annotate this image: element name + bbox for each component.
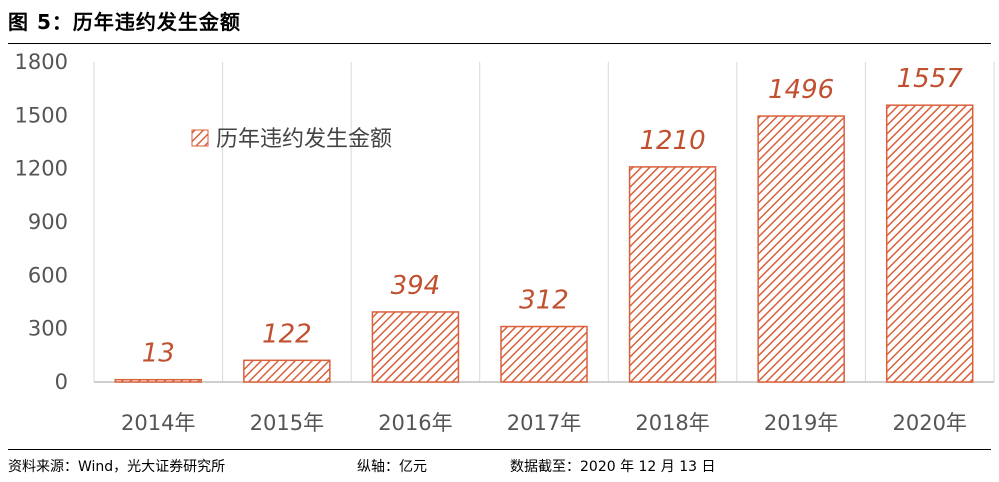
x-tick-label: 2019年	[764, 411, 838, 435]
x-tick-label: 2014年	[121, 411, 195, 435]
y-tick-label: 600	[28, 263, 68, 287]
top-rule	[8, 43, 991, 44]
data-label: 1496	[768, 75, 834, 105]
legend: 历年违约发生金额	[191, 127, 392, 152]
data-label: 13	[142, 339, 175, 369]
data-label: 1210	[639, 126, 705, 156]
data-labels: 13 122 394 312 1210 1496 1557	[142, 64, 964, 368]
x-tick-label: 2016年	[378, 411, 452, 435]
data-label: 394	[391, 271, 441, 301]
y-axis-ticks: 0 300 600 900 1200 1500 1800	[15, 50, 68, 394]
bar	[114, 378, 203, 383]
x-tick-label: 2020年	[892, 411, 966, 435]
bar	[885, 104, 974, 383]
bar	[371, 311, 460, 383]
y-tick-label: 1500	[15, 103, 68, 127]
bars	[114, 104, 974, 383]
figure-title: 图 5：历年违约发生金额	[8, 10, 241, 34]
bar	[757, 115, 845, 383]
bottom-rule	[8, 449, 991, 450]
x-tick-label: 2018年	[635, 411, 709, 435]
data-label: 122	[262, 319, 312, 349]
axis-unit-note: 纵轴：亿元	[357, 459, 427, 475]
x-tick-label: 2017年	[507, 411, 581, 435]
legend-swatch	[191, 129, 209, 147]
y-tick-label: 1800	[15, 50, 68, 74]
data-date-note: 数据截至：2020 年 12 月 13 日	[510, 459, 716, 475]
bar-chart: 13 122 394 312 1210 1496 1557 0 300 600 900 1200 15…	[15, 50, 995, 435]
y-tick-label: 0	[55, 370, 68, 394]
y-tick-label: 900	[28, 210, 68, 234]
x-axis-ticks: 2014年 2015年 2016年 2017年 2018年 2019年 2020年	[121, 411, 967, 435]
x-tick-label: 2015年	[250, 411, 324, 435]
y-tick-label: 1200	[15, 157, 68, 181]
data-label: 312	[519, 286, 569, 316]
bar	[500, 325, 588, 383]
bar	[243, 359, 331, 383]
y-tick-label: 300	[28, 317, 68, 341]
source-note: 资料来源：Wind，光大证券研究所	[8, 459, 226, 475]
legend-label: 历年违约发生金额	[216, 127, 392, 152]
data-label: 1557	[897, 64, 964, 94]
bar	[628, 166, 717, 383]
